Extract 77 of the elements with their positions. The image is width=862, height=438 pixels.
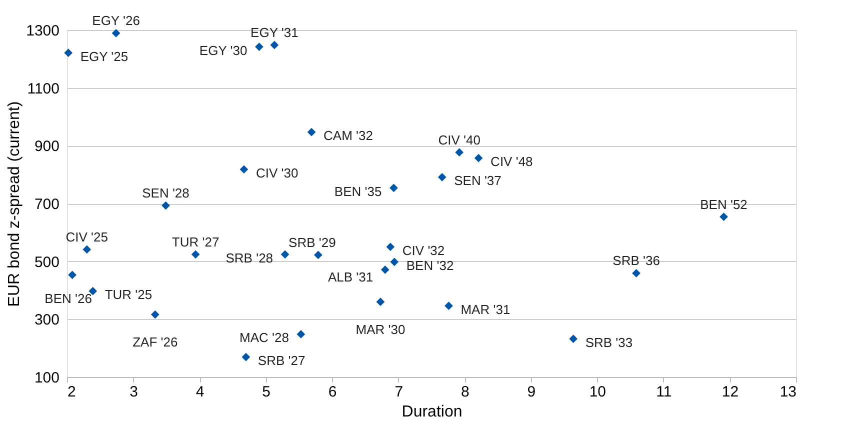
- y-tick-label: 100: [34, 370, 60, 386]
- annotation: SRB '29: [288, 234, 336, 250]
- point: [474, 154, 483, 162]
- point: [82, 245, 92, 254]
- point: [314, 250, 322, 260]
- annotation: SEN '37: [454, 173, 502, 188]
- annotation: BEN '32: [406, 258, 454, 273]
- annotation: EGY '26: [92, 13, 140, 28]
- annotation: CIV '32: [402, 242, 445, 258]
- point: [240, 165, 248, 174]
- y-tick-label: 900: [34, 138, 60, 156]
- x-tick-label: 12: [722, 384, 739, 400]
- x-tick-label: 2: [68, 384, 76, 400]
- point: [296, 330, 306, 338]
- annotation: BEN '52: [700, 196, 748, 212]
- point: [255, 42, 264, 51]
- point: [150, 310, 160, 319]
- annotation: SRB '28: [226, 250, 274, 266]
- y-tick-label: 300: [34, 312, 60, 329]
- annotation: MAR '30: [356, 322, 406, 337]
- x-axis-title: Duration: [402, 404, 462, 420]
- annotation: EGY '25: [80, 48, 128, 64]
- point: [632, 269, 640, 278]
- annotation: TUR '25: [104, 287, 152, 302]
- point: [376, 298, 385, 306]
- annotation: MAR '31: [460, 302, 510, 317]
- x-tick-label: 8: [460, 384, 470, 400]
- annotation: EGY '31: [250, 25, 298, 40]
- x-tick-label: 9: [527, 384, 536, 400]
- annotation: CIV '30: [256, 165, 298, 180]
- point: [390, 258, 399, 266]
- point: [720, 212, 728, 221]
- point: [438, 173, 446, 182]
- point: [191, 250, 200, 259]
- annotation: SRB '36: [612, 253, 660, 268]
- x-tick-label: 3: [130, 384, 138, 400]
- x-tick-label: 4: [196, 384, 204, 400]
- annotation: CIV '40: [438, 132, 480, 148]
- annotation: TUR '27: [172, 234, 220, 250]
- point: [380, 266, 390, 274]
- point: [68, 270, 76, 280]
- annotation: SEN '28: [142, 186, 190, 201]
- point: [242, 352, 250, 362]
- point: [390, 184, 398, 192]
- annotation: CAM '32: [324, 128, 373, 144]
- y-tick-label: 1300: [26, 22, 60, 40]
- point: [307, 128, 316, 136]
- x-tick-label: 11: [656, 384, 672, 400]
- point: [270, 40, 279, 50]
- x-tick-label: 7: [394, 384, 404, 400]
- annotation: BEN '35: [334, 184, 382, 199]
- point: [455, 148, 464, 156]
- y-tick-label: 1100: [27, 80, 60, 98]
- point: [386, 242, 395, 252]
- annotation: ZAF '26: [132, 334, 178, 350]
- x-tick-label: 10: [589, 384, 606, 400]
- point: [569, 334, 578, 344]
- annotation: SRB '27: [258, 353, 306, 368]
- y-tick-label: 700: [34, 196, 60, 213]
- annotation: CIV '48: [490, 154, 533, 170]
- annotation: SRB '33: [585, 334, 633, 350]
- point: [88, 286, 98, 296]
- x-tick-label: 5: [262, 384, 270, 400]
- x-tick-label: 6: [328, 384, 337, 400]
- point: [444, 302, 453, 310]
- annotation: CIV '25: [66, 229, 108, 244]
- x-tick-label: 13: [780, 384, 796, 400]
- y-axis-title: EUR bond z-spread (current): [6, 101, 24, 307]
- annotation: MAC '28: [239, 330, 289, 346]
- y-tick-label: 500: [34, 254, 60, 271]
- point: [280, 250, 290, 259]
- point: [112, 29, 120, 38]
- annotation: EGY '30: [199, 42, 248, 58]
- annotation: ALB '31: [328, 270, 374, 285]
- annotation: BEN '26: [44, 290, 92, 306]
- point: [162, 201, 170, 210]
- point: [64, 48, 73, 58]
